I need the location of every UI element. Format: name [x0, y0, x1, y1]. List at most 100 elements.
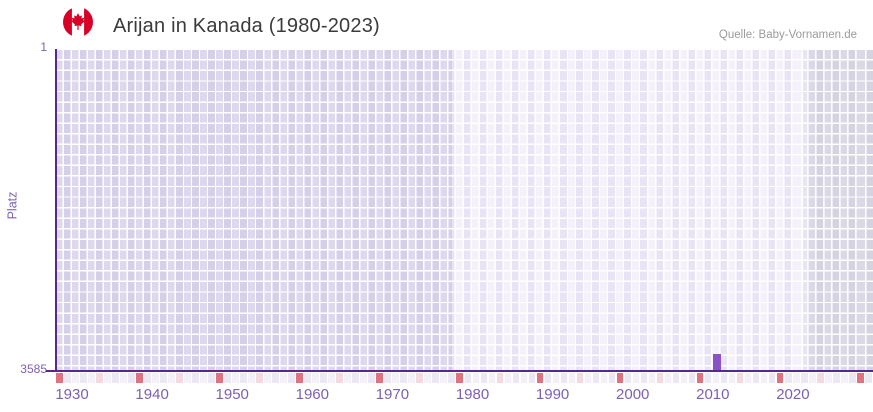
year-cell-2008: [696, 373, 704, 383]
year-cell-1963: [336, 373, 343, 383]
year-cell-2013: [736, 373, 744, 383]
canada-flag-icon: [63, 7, 93, 37]
year-cell-2014: [744, 373, 752, 383]
year-cell-1968: [376, 373, 383, 383]
year-cell-1988: [536, 373, 544, 383]
year-cell-1984: [504, 373, 512, 383]
year-cell-2026: [840, 373, 848, 383]
year-cell-1950: [232, 373, 239, 383]
year-cell-1931: [80, 373, 87, 383]
year-cell-2004: [664, 373, 672, 383]
year-cell-2022: [808, 373, 816, 383]
year-cell-1970: [392, 373, 400, 383]
year-cell-1952: [248, 373, 255, 383]
year-cell-1989: [544, 373, 552, 383]
year-cell-1967: [368, 373, 375, 383]
year-cell-1943: [176, 373, 183, 383]
year-cell-1941: [160, 373, 167, 383]
chart-title: Arijan in Kanada (1980-2023): [113, 15, 380, 37]
year-cell-2011: [720, 373, 728, 383]
year-cell-1947: [208, 373, 215, 383]
rank-bar-2010[interactable]: [712, 354, 721, 370]
year-cell-2024: [824, 373, 832, 383]
y-tick-best-rank: 1: [40, 40, 47, 54]
year-cell-2012: [728, 373, 736, 383]
year-cell-2028: [856, 373, 864, 383]
year-cell-2005: [672, 373, 680, 383]
year-cell-1994: [584, 373, 592, 383]
x-axis-line: [46, 369, 873, 372]
y-tick-worst-rank: 3585: [20, 362, 47, 376]
year-cell-1935: [112, 373, 119, 383]
x-tick-label-2000: 2000: [616, 386, 650, 403]
year-cell-1962: [328, 373, 335, 383]
year-cell-1953: [256, 373, 263, 383]
grid-rows-overlay: [56, 50, 873, 370]
year-cell-1981: [480, 373, 488, 383]
year-cell-2003: [656, 373, 664, 383]
x-tick-label-2020: 2020: [776, 386, 810, 403]
year-cell-1959: [304, 373, 311, 383]
year-cell-1992: [568, 373, 576, 383]
year-cell-2001: [640, 373, 648, 383]
year-cell-1955: [272, 373, 279, 383]
year-cell-1940: [152, 373, 159, 383]
year-cell-1961: [320, 373, 327, 383]
year-cell-1929: [64, 373, 71, 383]
year-cell-1960: [312, 373, 319, 383]
x-axis-ticks: 1930 1940 1950 1960 1970 1980 1990 2000 2010 2020: [0, 386, 873, 404]
year-cell-1956: [280, 373, 287, 383]
year-cell-1974: [424, 373, 432, 383]
year-cell-1998: [616, 373, 624, 383]
year-cell-1932: [88, 373, 95, 383]
plot-area: [56, 50, 873, 370]
year-cell-1965: [352, 373, 359, 383]
year-cell-1966: [360, 373, 367, 383]
y-axis-title: Platz: [5, 191, 20, 220]
year-cell-1948: [216, 373, 223, 383]
year-cell-2027: [848, 373, 856, 383]
year-cell-1977: [448, 373, 456, 383]
year-cell-1986: [520, 373, 528, 383]
year-cell-2018: [776, 373, 784, 383]
year-cell-2029: [864, 373, 872, 383]
year-cell-1987: [528, 373, 536, 383]
source-credit[interactable]: Quelle: Baby-Vornamen.de: [718, 29, 857, 41]
year-cell-1951: [240, 373, 247, 383]
year-cell-1930: [72, 373, 79, 383]
x-tick-label-1950: 1950: [215, 386, 249, 403]
year-cell-2016: [760, 373, 768, 383]
year-cell-2002: [648, 373, 656, 383]
year-cell-2000: [632, 373, 640, 383]
year-cell-1934: [104, 373, 111, 383]
year-cell-1928: [56, 373, 63, 383]
year-cell-2007: [688, 373, 696, 383]
year-cell-1958: [296, 373, 303, 383]
year-cell-2025: [832, 373, 840, 383]
x-tick-label-1940: 1940: [135, 386, 169, 403]
year-cell-1939: [144, 373, 151, 383]
year-cell-1944: [184, 373, 191, 383]
year-cell-2019: [784, 373, 792, 383]
x-tick-label-2010: 2010: [696, 386, 730, 403]
year-cell-1972: [408, 373, 416, 383]
year-cell-1995: [592, 373, 600, 383]
year-cell-1957: [288, 373, 295, 383]
year-cell-2009: [704, 373, 712, 383]
year-cell-1954: [264, 373, 271, 383]
year-cell-1969: [384, 373, 391, 383]
year-cell-2023: [816, 373, 824, 383]
year-cell-1976: [440, 373, 448, 383]
year-cell-1980: [472, 373, 480, 383]
year-cell-1938: [136, 373, 143, 383]
year-cell-1985: [512, 373, 520, 383]
year-cell-1975: [432, 373, 440, 383]
year-cell-1933: [96, 373, 103, 383]
year-cell-1937: [128, 373, 135, 383]
year-cell-2017: [768, 373, 776, 383]
year-cell-1996: [600, 373, 608, 383]
year-cell-2006: [680, 373, 688, 383]
year-cell-1978: [456, 373, 464, 383]
year-cell-1983: [496, 373, 504, 383]
